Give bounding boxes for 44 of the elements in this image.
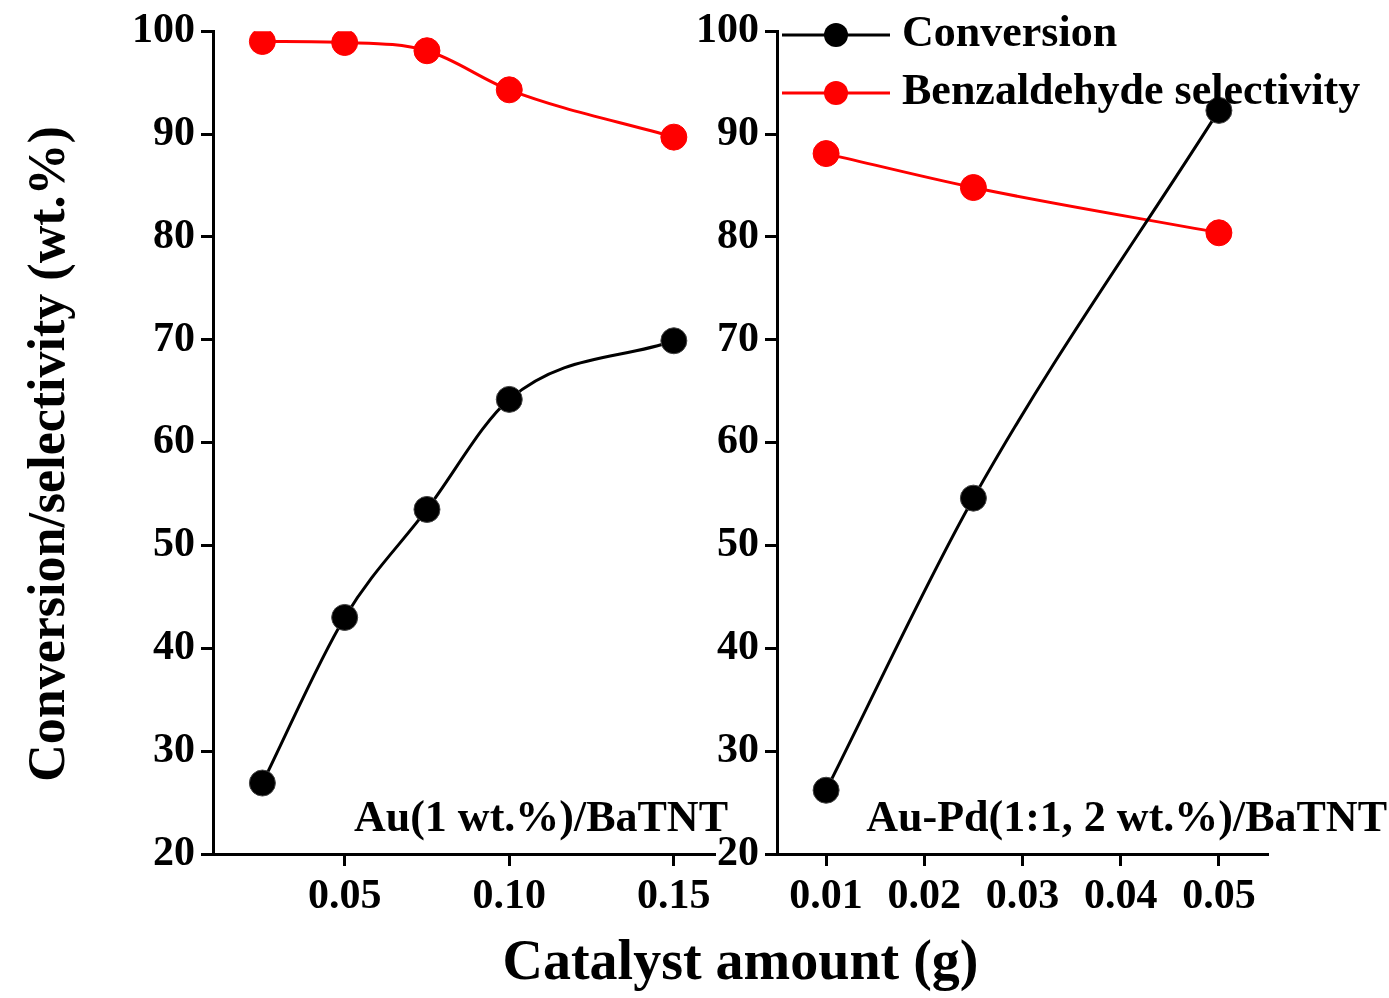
point	[959, 484, 987, 512]
y-tick-label: 60	[717, 416, 759, 463]
point	[331, 603, 359, 631]
point	[413, 495, 441, 523]
x-tick-label: 0.15	[637, 871, 711, 918]
point	[248, 31, 276, 55]
y-tick-label: 70	[153, 313, 195, 360]
y-tick-label: 20	[153, 827, 195, 874]
x-tick-label: 0.02	[887, 871, 962, 918]
point	[1205, 219, 1233, 247]
x-tick-label: 0.05	[307, 871, 382, 918]
y-tick-label: 40	[153, 622, 195, 669]
y-tick-label: 90	[153, 107, 195, 154]
point	[495, 76, 523, 104]
y-tick-label: 80	[717, 210, 759, 257]
x-axis-title: Catalyst amount (g)	[501, 928, 980, 993]
x-tick-label: 0.01	[789, 871, 863, 918]
point	[495, 385, 523, 413]
y-tick-label: 90	[717, 107, 759, 154]
point	[660, 123, 688, 151]
x-tick-label: 0.03	[985, 871, 1060, 918]
y-tick-label: 50	[153, 519, 195, 566]
y-tick-label: 30	[717, 724, 759, 771]
y-tick-label: 30	[153, 724, 195, 771]
point	[413, 37, 441, 65]
y-axis-title: Conversion/selectivity (wt.%)	[16, 126, 76, 782]
legend-label: Conversion	[902, 7, 1118, 57]
point	[959, 174, 987, 202]
x-tick-label: 0.10	[472, 871, 547, 918]
point	[812, 140, 840, 168]
y-tick-label: 100	[696, 5, 759, 52]
y-tick-label: 60	[153, 416, 195, 463]
y-tick-label: 80	[153, 210, 195, 257]
point	[660, 327, 688, 355]
point	[812, 776, 840, 804]
y-tick-label: 100	[132, 5, 195, 52]
point	[248, 769, 276, 797]
y-tick-label: 50	[717, 519, 759, 566]
y-tick-label: 70	[717, 313, 759, 360]
y-tick-label: 40	[717, 622, 759, 669]
annotation: Au-Pd(1:1, 2 wt.%)/BaTNT	[866, 792, 1387, 842]
point	[331, 31, 359, 57]
x-tick-label: 0.04	[1083, 871, 1158, 918]
x-tick-label: 0.05	[1182, 871, 1256, 918]
